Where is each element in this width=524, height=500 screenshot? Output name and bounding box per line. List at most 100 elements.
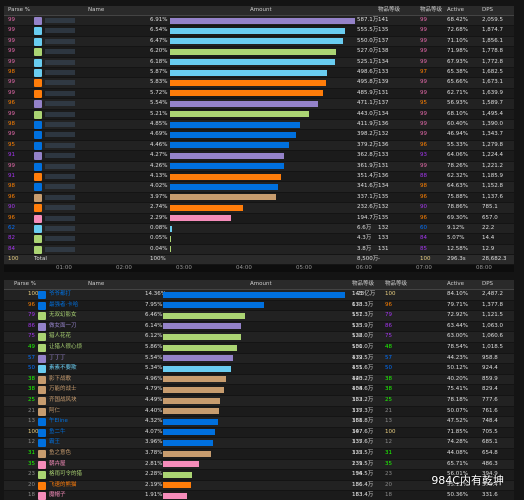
column-header: Active xyxy=(447,7,465,13)
active: 40.20% xyxy=(447,375,468,382)
class-icon xyxy=(38,428,46,437)
active: 60.40% xyxy=(447,121,468,127)
amount-bar xyxy=(170,111,310,118)
dps: 1,137.6 xyxy=(482,193,503,200)
percent: 5.54% xyxy=(145,354,163,361)
dps: 1,377.8 xyxy=(482,301,503,308)
row-bg xyxy=(4,491,514,500)
amount: 471.1万 xyxy=(357,100,379,107)
parse: 79 xyxy=(28,312,35,319)
blurred-name xyxy=(45,111,75,117)
active: 72.92% xyxy=(447,312,468,319)
amount: 341.6万 xyxy=(357,183,379,190)
active: 71.98% xyxy=(447,48,468,55)
item-level: 133 xyxy=(378,235,389,242)
dps: 1,673.1 xyxy=(482,79,503,86)
parse: 99 xyxy=(8,89,15,96)
class-icon xyxy=(34,245,42,254)
total-bg xyxy=(4,255,514,265)
class-icon xyxy=(38,397,46,405)
amount-bar xyxy=(170,69,328,76)
amount-bar xyxy=(170,173,281,180)
amount: 550.0万 xyxy=(357,37,379,44)
amount-bar xyxy=(170,38,344,45)
dps: 777.6 xyxy=(482,397,498,403)
active: 68.10% xyxy=(447,110,468,117)
player-name: 素素不要欺 xyxy=(49,365,77,372)
parse: 96 xyxy=(8,100,15,107)
class-icon xyxy=(38,365,46,374)
player-name: 阿仁 xyxy=(49,407,61,414)
dps: 1,778.8 xyxy=(482,48,503,55)
dps: 2,059.5 xyxy=(482,17,503,23)
amount: 3.8万 xyxy=(357,245,372,252)
total-active: 296.3s xyxy=(447,256,466,263)
item-level-parse: 88 xyxy=(420,173,427,179)
blurred-name xyxy=(45,132,75,138)
player-name: 影下战歌 xyxy=(49,375,72,382)
dps: 785.1 xyxy=(482,204,498,211)
class-icon xyxy=(38,333,46,342)
dps: 1,152.8 xyxy=(482,183,503,190)
blurred-name xyxy=(45,38,75,44)
blurred-name xyxy=(45,122,75,127)
column-header: DPS xyxy=(482,7,494,13)
total-ilvl: - xyxy=(378,256,380,263)
percent: 0.08% xyxy=(150,225,168,231)
amount: 523.9万 xyxy=(352,322,374,329)
item-level-parse: 18 xyxy=(385,492,392,499)
item-level: 136 xyxy=(352,471,363,478)
item-level-parse: 100 xyxy=(385,291,396,297)
item-level: 137 xyxy=(352,312,363,319)
amount: 678.3万 xyxy=(352,301,374,308)
player-name: 魔帽子 xyxy=(49,492,66,499)
percent: 5.54% xyxy=(150,100,168,107)
percent: 2.29% xyxy=(150,214,168,221)
item-level-parse: 12 xyxy=(385,439,392,446)
dps: 22.2 xyxy=(482,225,495,231)
item-level-parse: 38 xyxy=(385,375,392,382)
item-level: 133 xyxy=(378,152,389,159)
class-icon xyxy=(38,291,46,299)
row-bg xyxy=(4,449,514,459)
amount-bar xyxy=(163,408,219,415)
player-name: 最强者·卡哈 xyxy=(49,301,79,308)
item-level-parse: 96 xyxy=(420,193,427,200)
class-icon xyxy=(34,69,42,77)
blurred-name xyxy=(45,174,75,179)
active: 50.36% xyxy=(447,492,468,499)
column-header: 物品等级 xyxy=(378,7,401,13)
amount-bar xyxy=(163,323,241,330)
amount-bar xyxy=(170,194,277,201)
row-bg xyxy=(4,417,514,427)
timeline-label: 03:00 xyxy=(176,265,192,272)
item-level-parse: 97 xyxy=(420,69,427,75)
item-level-parse: 79 xyxy=(385,312,392,319)
amount: 495.8万 xyxy=(357,79,379,86)
amount: 411.9万 xyxy=(357,121,379,127)
timeline-label: 06:00 xyxy=(356,265,372,272)
dps: 859.9 xyxy=(482,375,498,382)
class-icon xyxy=(34,141,42,150)
column-header: 物品等级 xyxy=(352,281,375,287)
class-icon xyxy=(38,481,46,490)
class-icon xyxy=(34,100,42,109)
class-icon xyxy=(34,173,42,181)
class-icon xyxy=(34,121,42,129)
blurred-name xyxy=(45,59,75,65)
parse: 21 xyxy=(28,407,35,414)
amount-bar xyxy=(163,365,231,372)
timeline-label: 05:00 xyxy=(296,265,312,272)
player-name: 做女面一刀 xyxy=(49,322,77,329)
amount-bar xyxy=(163,397,220,404)
class-icon xyxy=(38,439,46,448)
percent: 5.72% xyxy=(150,89,168,96)
amount-bar xyxy=(163,302,264,309)
class-icon xyxy=(34,214,42,223)
active: 64.06% xyxy=(447,152,468,159)
item-level-parse: 99 xyxy=(420,79,427,86)
percent: 4.96% xyxy=(145,375,163,382)
parse: 100 xyxy=(28,428,39,435)
parse: 100 xyxy=(28,291,39,297)
